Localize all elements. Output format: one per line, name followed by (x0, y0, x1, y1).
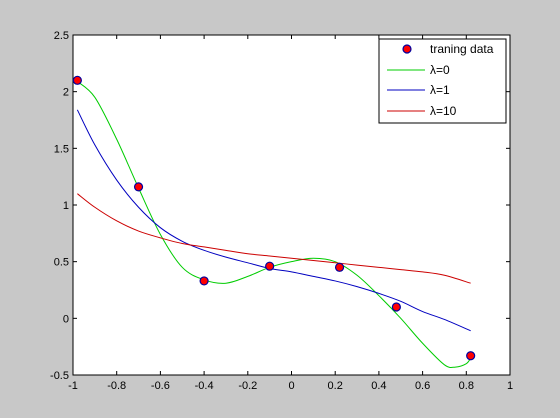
data-point (72, 75, 82, 85)
data-point (133, 182, 144, 192)
axes: -1 -0.8 -0.6 -0.4 -0.2 0 0.2 0.4 0.6 0.8 1 -0.5 0 0.5… (50, 30, 513, 392)
legend-box (378, 38, 507, 124)
y-tick-label: -0.5 (50, 370, 69, 382)
legend-label: λ=1 (430, 83, 450, 97)
x-tick-label: -0.6 (151, 380, 170, 392)
data-point (466, 351, 476, 361)
training-points (72, 75, 476, 361)
x-tick-label: -0.2 (238, 380, 257, 392)
x-tick-label: -1 (68, 380, 78, 392)
legend-marker-points (402, 44, 412, 54)
x-tick-label: 0.4 (371, 380, 386, 392)
x-tick-label: 0.6 (415, 380, 430, 392)
x-tick-label: 0 (288, 380, 294, 392)
data-point (265, 261, 275, 271)
x-tick-label: 0.8 (459, 380, 474, 392)
y-tick-label: 1.5 (54, 143, 69, 155)
y-tick-label: 2.5 (54, 30, 69, 42)
y-tick-label: 1 (63, 200, 69, 212)
data-point (199, 276, 209, 286)
series-line-2 (77, 193, 471, 284)
x-tick-label: -0.4 (195, 380, 214, 392)
legend: traning data λ=0 λ=1 λ=10 (378, 38, 507, 124)
x-tick-label: 1 (507, 380, 513, 392)
legend-label: λ=0 (430, 63, 450, 77)
series-line-0 (77, 81, 472, 368)
legend-label: traning data (430, 42, 494, 56)
x-tick-label: 0.2 (328, 380, 343, 392)
y-tick-label: 0 (63, 313, 69, 325)
x-tick-label: -0.8 (107, 380, 126, 392)
data-point (334, 262, 345, 272)
y-tick-label: 2 (63, 87, 69, 99)
data-point (391, 302, 401, 312)
legend-label: λ=10 (430, 104, 457, 118)
y-tick-label: 0.5 (54, 257, 69, 269)
